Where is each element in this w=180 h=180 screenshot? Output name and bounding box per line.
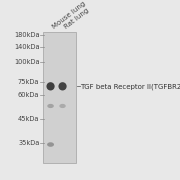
- Text: 60kDa: 60kDa: [18, 92, 39, 98]
- Ellipse shape: [59, 104, 66, 108]
- Text: Rat lung: Rat lung: [63, 8, 90, 30]
- Ellipse shape: [47, 104, 54, 108]
- Ellipse shape: [46, 82, 55, 91]
- Text: 35kDa: 35kDa: [18, 140, 39, 146]
- FancyBboxPatch shape: [43, 32, 76, 163]
- Text: 75kDa: 75kDa: [18, 79, 39, 85]
- Text: 140kDa: 140kDa: [14, 44, 39, 50]
- Text: 45kDa: 45kDa: [18, 116, 39, 122]
- Text: 100kDa: 100kDa: [14, 59, 39, 65]
- Text: TGF beta Receptor II(TGFBR2): TGF beta Receptor II(TGFBR2): [80, 83, 180, 90]
- Text: 180kDa: 180kDa: [14, 32, 39, 38]
- Text: Mouse lung: Mouse lung: [51, 1, 87, 30]
- Ellipse shape: [47, 142, 54, 147]
- Ellipse shape: [58, 82, 67, 91]
